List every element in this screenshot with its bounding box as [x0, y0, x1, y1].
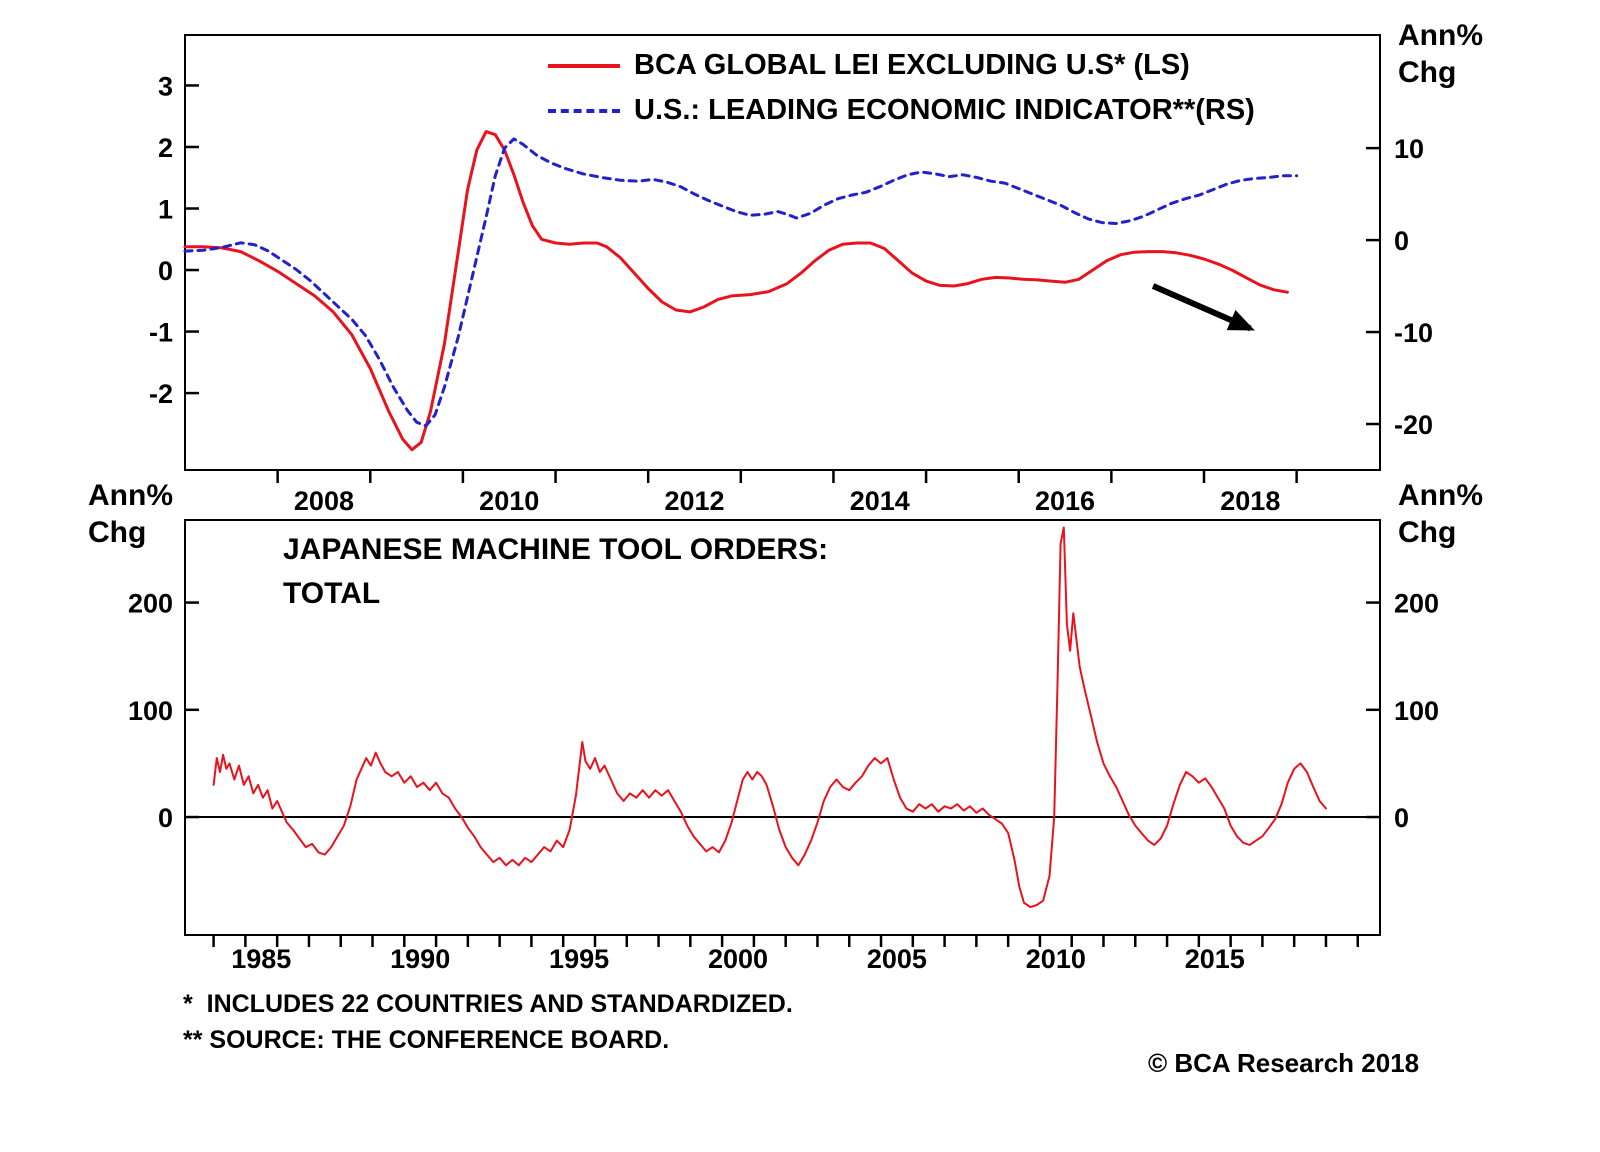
top-right-axis-title-line1: Ann%	[1398, 19, 1483, 52]
tick-label: -20	[1394, 410, 1433, 440]
japanese-machine-tool-orders-plot: 200 100 0 200 100 0 1985 1990 1995 2000 2005 2010 20…	[128, 519, 1439, 974]
bottom-left-axis-title: Ann% Chg	[88, 478, 173, 551]
tick-label: 2005	[867, 944, 927, 974]
tick-label: 0	[158, 256, 173, 286]
legend-item-us-lei: U.S.: LEADING ECONOMIC INDICATOR**(RS)	[548, 89, 1255, 132]
bottom-right-axis-title: Ann% Chg	[1398, 478, 1483, 551]
legend-label-bca-global-lei: BCA GLOBAL LEI EXCLUDING U.S* (LS)	[634, 49, 1190, 81]
tick-label: -10	[1394, 318, 1433, 348]
tick-label: 10	[1394, 134, 1424, 164]
tick-label: 2010	[1026, 944, 1086, 974]
tick-label: 1995	[549, 944, 609, 974]
tick-label: -2	[149, 379, 173, 409]
tick-label: 2008	[294, 486, 354, 516]
tick-label: 2018	[1220, 486, 1280, 516]
series-line-solid	[183, 130, 1289, 452]
tick-label: 2012	[664, 486, 724, 516]
plot-frame	[184, 519, 1381, 936]
tick-label: 1985	[231, 944, 291, 974]
tick-label: 0	[158, 803, 173, 833]
bottom-right-axis-title-line1: Ann%	[1398, 479, 1483, 512]
tick-label: 1	[158, 195, 173, 225]
tick-label: 2014	[850, 486, 910, 516]
legend: BCA GLOBAL LEI EXCLUDING U.S* (LS) U.S.:…	[548, 44, 1255, 132]
series-line-dashed	[183, 137, 1299, 428]
bottom-chart-title-line1: JAPANESE MACHINE TOOL ORDERS:	[283, 533, 829, 566]
bottom-left-axis-title-line2: Chg	[88, 515, 147, 549]
tick-label: 1990	[390, 944, 450, 974]
tick-label: 0	[1394, 226, 1409, 256]
copyright: © BCA Research 2018	[1148, 1048, 1420, 1078]
tick-label: 200	[1394, 589, 1439, 619]
footnote-1: * INCLUDES 22 COUNTRIES AND STANDARDIZED…	[183, 990, 793, 1018]
bottom-chart-title-line2: TOTAL	[283, 576, 381, 610]
tick-label: 3	[158, 71, 173, 101]
tick-label: 2015	[1185, 944, 1245, 974]
tick-label: -1	[149, 318, 173, 348]
tick-label: 200	[128, 589, 173, 619]
tick-label: 2	[158, 133, 173, 163]
tick-label: 2016	[1035, 486, 1095, 516]
bottom-chart-title: JAPANESE MACHINE TOOL ORDERS: TOTAL	[283, 528, 828, 615]
footnote-2: ** SOURCE: THE CONFERENCE BOARD.	[183, 1026, 670, 1054]
tick-label: 2000	[708, 944, 768, 974]
top-right-axis-title: Ann% Chg	[1398, 18, 1483, 91]
tick-label: 0	[1394, 803, 1409, 833]
legend-item-bca-global-lei: BCA GLOBAL LEI EXCLUDING U.S* (LS)	[548, 44, 1255, 87]
series-line-solid	[212, 526, 1327, 909]
bottom-right-axis-title-line2: Chg	[1398, 515, 1457, 549]
legend-label-us-lei: U.S.: LEADING ECONOMIC INDICATOR**(RS)	[634, 94, 1255, 126]
red-solid-line-sample-icon	[548, 63, 620, 68]
tick-label: 2010	[479, 486, 539, 516]
top-right-axis-title-line2: Chg	[1398, 55, 1457, 89]
trend-arrow	[1151, 283, 1255, 332]
tick-label: 100	[128, 696, 173, 726]
bottom-left-axis-title-line1: Ann%	[88, 479, 173, 512]
tick-label: 100	[1394, 696, 1439, 726]
blue-dashed-line-sample-icon	[548, 108, 620, 113]
